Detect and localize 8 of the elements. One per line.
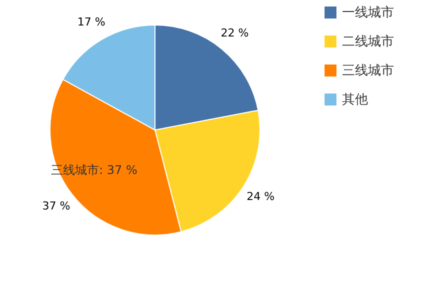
data-label: 37 %: [42, 200, 70, 213]
data-label: 24 %: [246, 190, 275, 203]
legend-label: 一线城市: [342, 6, 394, 20]
legend-label: 三线城市: [342, 64, 394, 78]
data-label: 17 %: [77, 15, 106, 28]
data-label: 22 %: [220, 26, 249, 40]
legend-label: 其他: [342, 92, 368, 108]
legend-label: 二线城市: [342, 34, 394, 50]
